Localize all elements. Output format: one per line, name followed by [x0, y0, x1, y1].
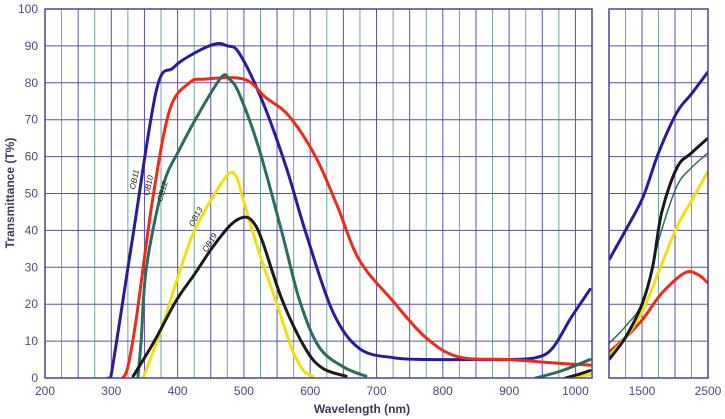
x-tick-label: 500: [234, 384, 254, 398]
curve-label-ob11: OB11: [128, 169, 141, 190]
x-tick-label: 1500: [629, 384, 656, 398]
x-tick-labels: 200 300 400 500 600 700 800 900 1000 1500 2500: [35, 384, 722, 398]
curves: [106, 41, 708, 378]
x-tick-label: 1000: [562, 384, 589, 398]
series-ob13-line: [141, 170, 315, 378]
y-tick-label: 30: [25, 260, 39, 274]
series-ob11-line: [106, 41, 592, 378]
y-tick-label: 20: [25, 297, 39, 311]
y-axis-title: Transmittance (T%): [3, 138, 17, 249]
y-tick-label: 90: [25, 39, 39, 53]
panel-frame: [44, 8, 593, 379]
y-tick-label: 60: [25, 150, 39, 164]
series-ob11-nir-line: [609, 70, 708, 261]
x-tick-label: 200: [35, 384, 55, 398]
series-ob12-line: [136, 73, 368, 378]
y-tick-label: 0: [31, 371, 38, 385]
y-tick-labels: 0 10 20 30 40 50 60 70 80 90 100: [18, 2, 38, 385]
curve-label-ob10: OB10: [142, 174, 155, 196]
curve-label-ob12: OB12: [155, 180, 169, 203]
series-ob12-line: [534, 358, 592, 378]
series-ob12-nir-line: [609, 152, 708, 344]
y-tick-label: 50: [25, 187, 39, 201]
x-tick-label: 300: [101, 384, 121, 398]
y-tick-label: 40: [25, 223, 39, 237]
series-ob19-nir-line: [609, 137, 708, 361]
x-axis-title: Wavelength (nm): [314, 402, 410, 416]
y-tick-label: 80: [25, 76, 39, 90]
x-tick-label: 800: [433, 384, 453, 398]
x-tick-label: 900: [499, 384, 519, 398]
y-tick-label: 10: [25, 334, 39, 348]
x-tick-label: 700: [366, 384, 386, 398]
series-ob19-line: [131, 215, 348, 378]
panel-frame: [608, 8, 709, 379]
series-ob10-line: [121, 76, 592, 378]
y-tick-label: 100: [18, 2, 38, 16]
x-tick-label: 400: [168, 384, 188, 398]
panel-frames: [44, 8, 709, 379]
x-tick-label: 2500: [695, 384, 722, 398]
series-ob19-line: [563, 369, 592, 378]
x-tick-label: 600: [300, 384, 320, 398]
y-tick-label: 70: [25, 113, 39, 127]
